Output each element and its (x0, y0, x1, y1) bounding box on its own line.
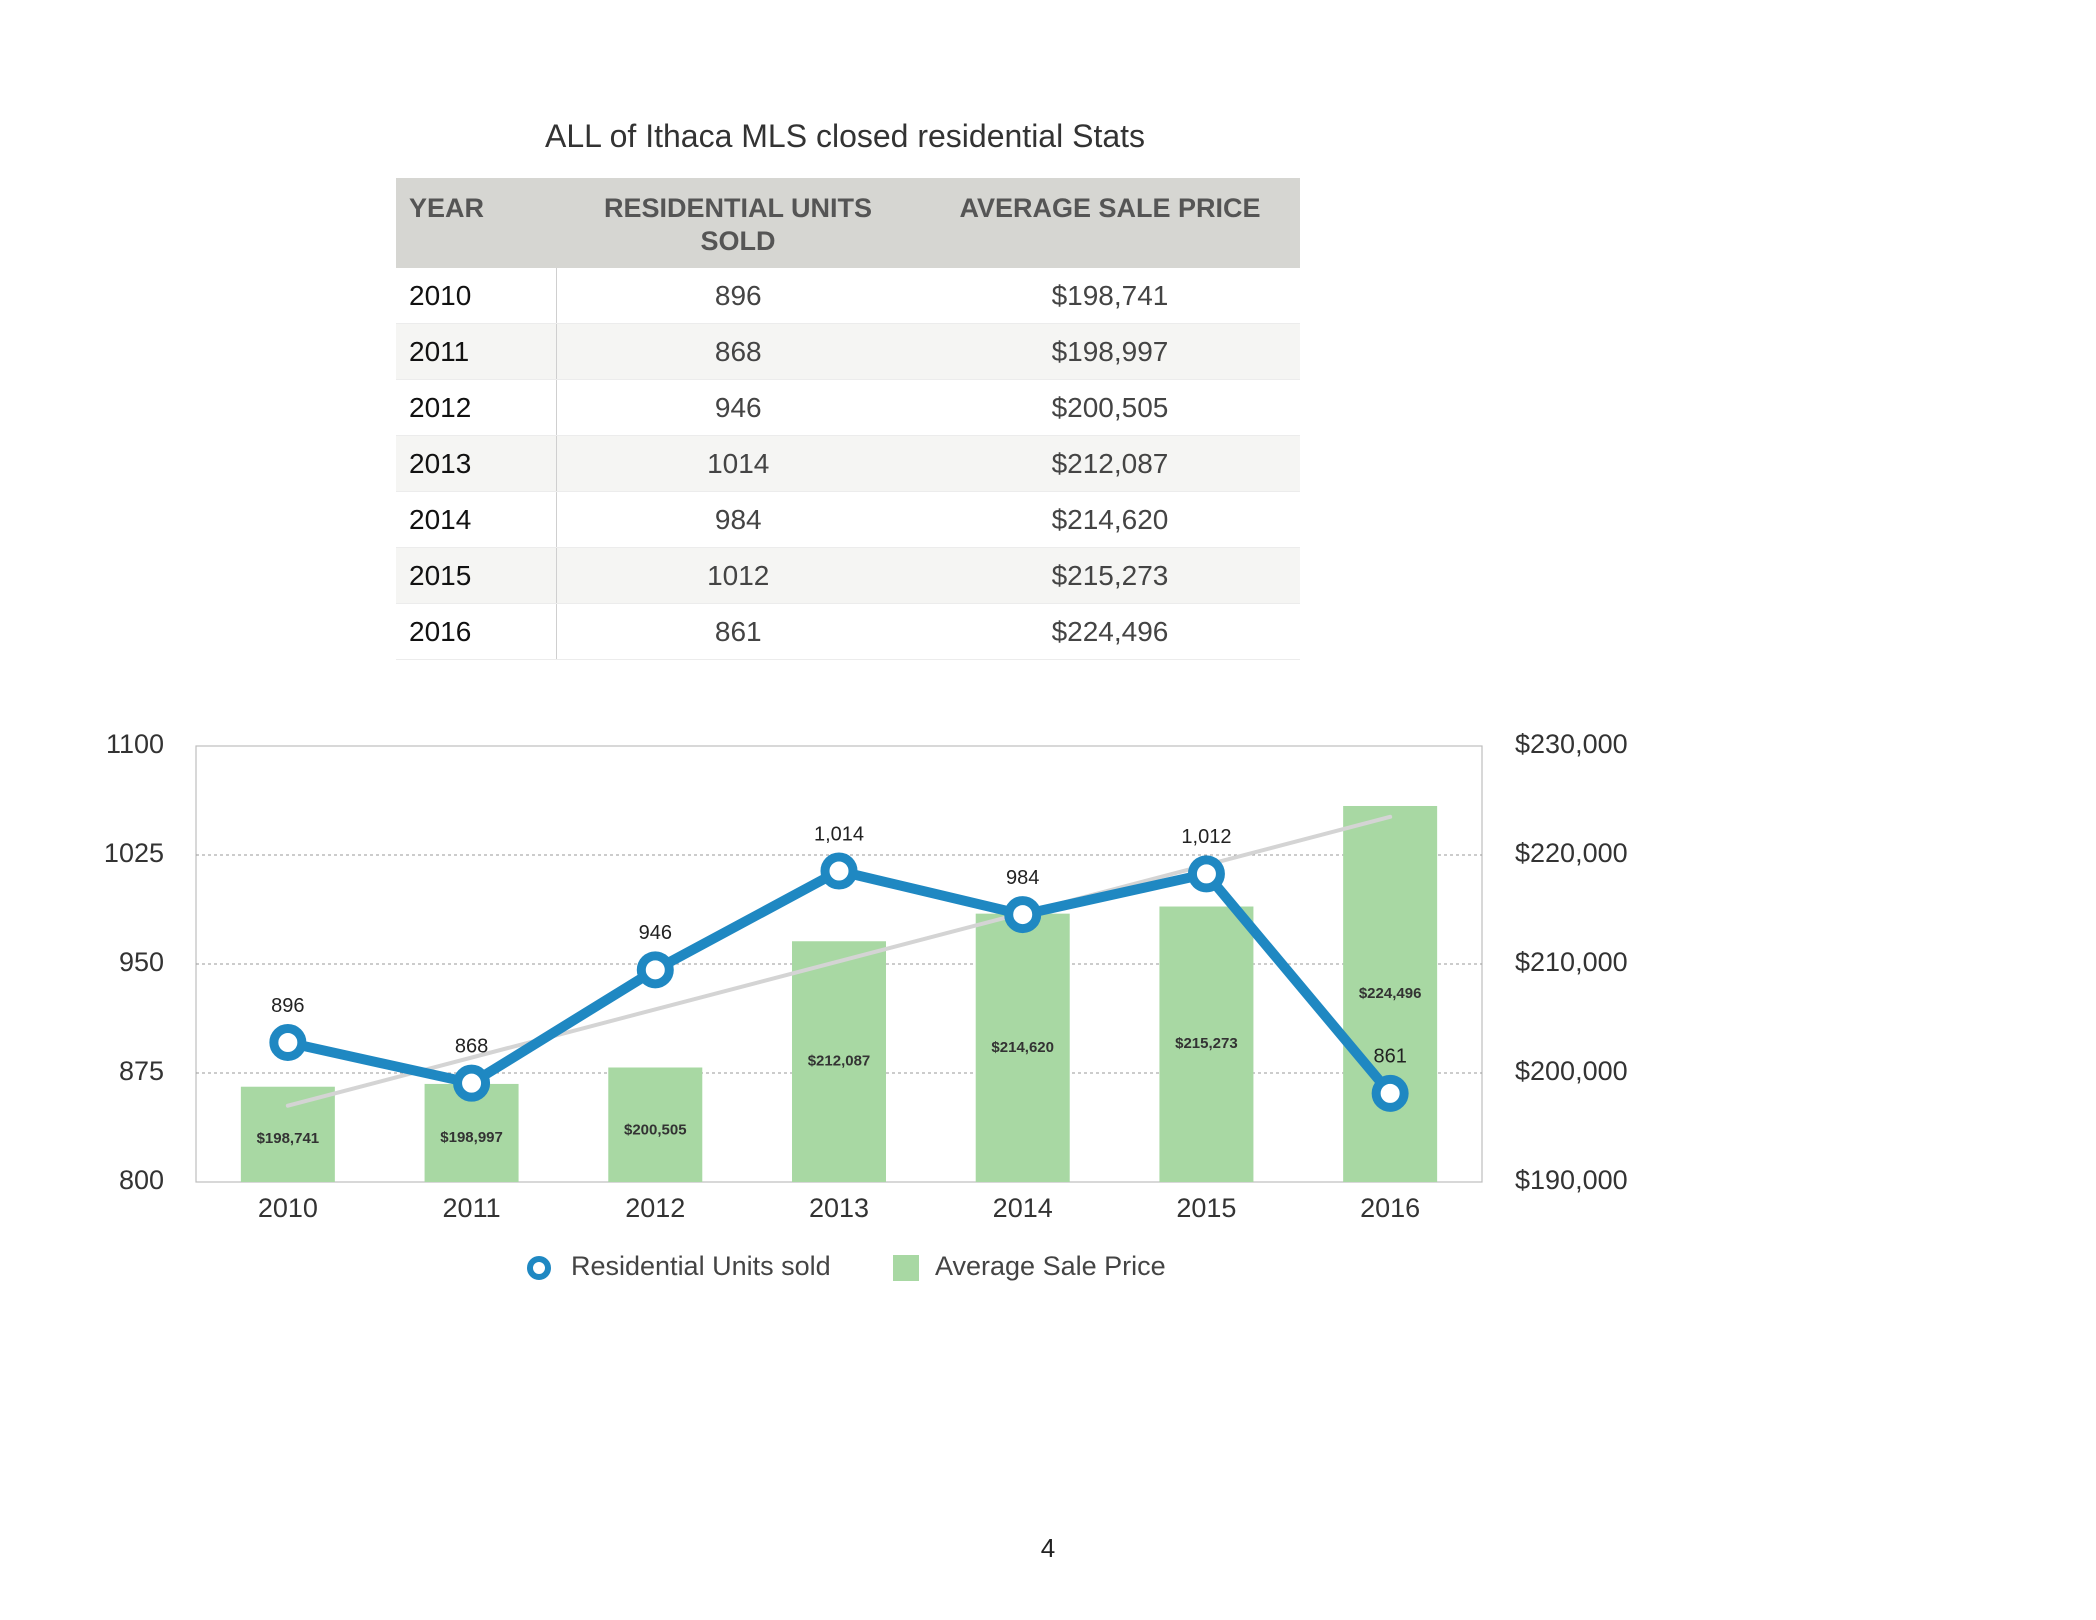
price-bar-label: $214,620 (991, 1039, 1054, 1056)
table-row: 2014 984 $214,620 (396, 491, 1300, 548)
cell-year: 2014 (396, 491, 557, 548)
x-tick-label: 2010 (258, 1193, 318, 1223)
table-row: 2011 868 $198,997 (396, 323, 1300, 380)
price-bar-label: $215,273 (1175, 1035, 1238, 1052)
cell-price: $212,087 (920, 435, 1300, 492)
legend-line-marker (527, 1256, 551, 1280)
cell-price: $198,997 (920, 323, 1300, 380)
y-right-tick-label: $230,000 (1515, 729, 1628, 759)
price-bar (1343, 805, 1438, 1182)
price-bar (792, 941, 886, 1182)
page-number: 4 (1040, 1533, 1056, 1563)
legend-bar-swatch (893, 1255, 919, 1281)
units-point (269, 1023, 307, 1061)
price-bar-label: $198,741 (257, 1130, 320, 1147)
page-title: ALL of Ithaca MLS closed residential Sta… (544, 118, 1146, 154)
units-point-label: 984 (1006, 867, 1039, 889)
cell-units: 946 (556, 379, 920, 436)
cell-price: $215,273 (920, 547, 1300, 604)
price-bar (1159, 906, 1254, 1182)
x-tick-label: 2016 (1360, 1193, 1420, 1223)
table-row: 2016 861 $224,496 (396, 603, 1300, 660)
units-point (820, 852, 858, 890)
y-right-tick-label: $200,000 (1515, 1056, 1628, 1086)
cell-year: 2011 (396, 323, 557, 380)
stats-table: YEAR RESIDENTIAL UNITS SOLD AVERAGE SALE… (396, 178, 1300, 660)
units-point (1004, 896, 1042, 934)
cell-units: 1012 (556, 547, 920, 604)
units-point (636, 951, 674, 989)
y-left-tick-label: 875 (119, 1056, 164, 1086)
table-row: 2015 1012 $215,273 (396, 547, 1300, 604)
col-header-year: YEAR (396, 178, 556, 268)
x-tick-label: 2013 (809, 1193, 869, 1223)
price-bar-label: $198,997 (440, 1129, 503, 1146)
cell-year: 2010 (396, 268, 557, 324)
units-point (1371, 1074, 1409, 1112)
x-tick-label: 2015 (1176, 1193, 1236, 1223)
y-left-tick-label: 800 (119, 1165, 164, 1195)
units-point-label: 861 (1373, 1046, 1406, 1068)
col-header-units: RESIDENTIAL UNITS SOLD (556, 178, 920, 268)
table-row: 2013 1014 $212,087 (396, 435, 1300, 492)
cell-units: 861 (556, 603, 920, 660)
cell-price: $198,741 (920, 268, 1300, 324)
y-right-tick-label: $190,000 (1515, 1165, 1628, 1195)
table-header-row: YEAR RESIDENTIAL UNITS SOLD AVERAGE SALE… (396, 178, 1300, 268)
x-tick-label: 2012 (625, 1193, 685, 1223)
cell-year: 2013 (396, 435, 557, 492)
y-right-tick-label: $210,000 (1515, 947, 1628, 977)
legend-label-price: Average Sale Price (935, 1251, 1166, 1281)
cell-units: 1014 (556, 435, 920, 492)
table-row: 2012 946 $200,505 (396, 379, 1300, 436)
cell-price: $214,620 (920, 491, 1300, 548)
y-left-tick-label: 1025 (104, 838, 164, 868)
legend-label-units: Residential Units sold (571, 1251, 831, 1281)
cell-units: 868 (556, 323, 920, 380)
cell-year: 2012 (396, 379, 557, 436)
cell-units: 984 (556, 491, 920, 548)
price-bar (608, 1067, 703, 1182)
units-point-label: 868 (455, 1035, 488, 1057)
units-point (453, 1064, 491, 1102)
x-tick-label: 2011 (443, 1193, 501, 1223)
price-bar-label: $200,505 (624, 1121, 687, 1138)
table-row: 2010 896 $198,741 (396, 268, 1300, 324)
y-left-tick-label: 950 (119, 947, 164, 977)
x-tick-label: 2014 (993, 1193, 1053, 1223)
cell-price: $224,496 (920, 603, 1300, 660)
units-point (1187, 855, 1225, 893)
cell-year: 2016 (396, 603, 557, 660)
units-point-label: 1,012 (1181, 826, 1231, 848)
cell-year: 2015 (396, 547, 557, 604)
cell-units: 896 (556, 268, 920, 324)
cell-price: $200,505 (920, 379, 1300, 436)
units-point-label: 1,014 (814, 823, 864, 845)
price-bar-label: $224,496 (1359, 985, 1422, 1002)
units-point-label: 896 (271, 995, 304, 1017)
y-right-tick-label: $220,000 (1515, 838, 1628, 868)
price-bar-label: $212,087 (808, 1053, 871, 1070)
col-header-price: AVERAGE SALE PRICE (920, 178, 1300, 268)
price-bar (240, 1086, 335, 1182)
y-left-tick-label: 1100 (106, 729, 164, 759)
units-point-label: 946 (639, 922, 672, 944)
price-bar (975, 913, 1070, 1182)
